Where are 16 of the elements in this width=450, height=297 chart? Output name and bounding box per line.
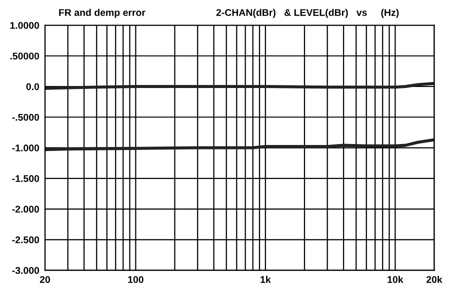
y-tick-label: -1.000 [12,144,40,152]
x-tick-label: 10k [388,276,404,283]
chart-title: FR and demp error [59,8,146,18]
chart-subtitle: 2-CHAN(dBr) & LEVEL(dBr) vs (Hz) [216,8,399,18]
y-tick-label: 1.0000 [10,22,40,29]
y-tick-label: .50000 [10,52,40,60]
x-tick-label: 20 [40,276,50,283]
y-tick-label: -3.000 [12,267,40,274]
x-tick-label: 100 [128,276,144,283]
x-tick-label: 1k [260,276,271,283]
y-tick-label: -.5000 [12,114,40,121]
y-tick-label: -1.500 [12,175,40,182]
x-tick-label: 20k [426,276,442,283]
y-tick-label: 0.0 [26,83,40,90]
y-tick-label: -2.500 [12,236,40,244]
y-tick-label: -2.000 [12,206,40,213]
